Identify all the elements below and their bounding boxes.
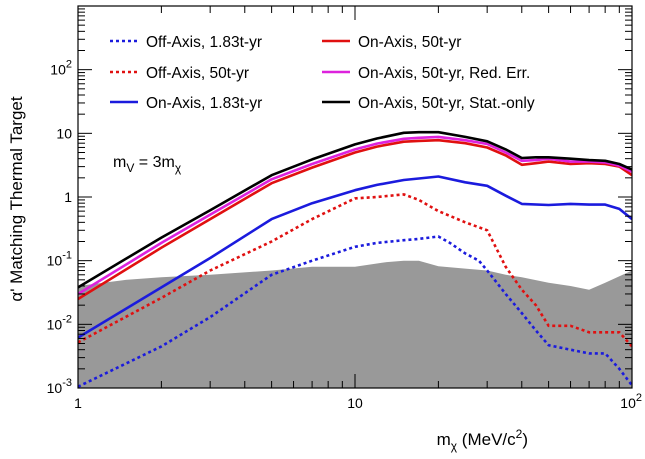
y-tick-label: 10	[56, 125, 72, 141]
legend-label-5: On-Axis, 50t-yr, Red. Err.	[358, 65, 530, 82]
legend-label-3: On-Axis, 1.83t-yr	[146, 95, 262, 112]
y-tick-label-base: 10	[47, 380, 63, 396]
plot-area	[78, 130, 632, 388]
series-line-1	[78, 235, 632, 388]
x-axis-title-close: )	[522, 430, 528, 449]
y-tick-label-exp: -3	[62, 377, 72, 389]
x-tick-label-base: 1	[74, 395, 82, 411]
plot-inner	[78, 130, 632, 388]
y-tick-label-exp: -1	[62, 250, 72, 262]
x-tick-label: 10	[347, 395, 363, 411]
annotation-sub2: χ	[175, 161, 182, 175]
x-axis-title-sub: χ	[451, 439, 458, 453]
y-tick-label: 10-2	[47, 313, 72, 332]
y-tick-label: 10-3	[47, 377, 72, 396]
x-axis-title-main: m	[437, 430, 451, 449]
x-tick-label: 1	[74, 395, 82, 411]
y-tick-label-base: 10	[50, 62, 66, 78]
annotation-mid: = 3m	[134, 154, 174, 171]
x-tick-label-base: 10	[620, 395, 636, 411]
annotation-sub1: V	[126, 161, 134, 175]
series-line-2	[78, 193, 632, 348]
excluded-region	[78, 260, 632, 388]
legend-label-1: Off-Axis, 1.83t-yr	[146, 34, 262, 51]
y-tick-label-base: 10	[47, 253, 63, 269]
y-tick-label: 10-1	[47, 250, 72, 269]
series-line-3	[78, 175, 632, 339]
series-line-5	[78, 135, 632, 296]
y-tick-label: 1	[64, 189, 72, 205]
y-tick-label: 102	[50, 59, 72, 78]
legend: Off-Axis, 1.83t-yr Off-Axis, 50t-yr On-Axi…	[110, 34, 535, 112]
series-line-4	[78, 138, 632, 301]
legend-label-6: On-Axis, 50t-yr, Stat.-only	[358, 95, 535, 112]
y-tick-label-base: 10	[56, 125, 72, 141]
annotation-main: m	[113, 154, 126, 171]
legend-label-2: Off-Axis, 50t-yr	[146, 65, 249, 82]
x-tick-label-exp: 2	[636, 392, 642, 404]
y-tick-label-base: 10	[47, 316, 63, 332]
x-tick-label-base: 10	[347, 395, 363, 411]
x-axis-title-sup: 2	[516, 427, 523, 441]
y-axis-title: α' Matching Thermal Target	[7, 96, 26, 301]
legend-label-4: On-Axis, 50t-yr	[358, 34, 461, 51]
y-tick-label-base: 1	[64, 189, 72, 205]
x-axis-title: mχ (MeV/c2)	[437, 427, 528, 453]
series-line-6	[78, 130, 632, 289]
x-axis-title-rest: (MeV/c	[457, 430, 516, 449]
y-tick-label-exp: 2	[66, 59, 72, 71]
x-tick-label: 102	[620, 392, 642, 411]
y-tick-label-exp: -2	[62, 313, 72, 325]
mass-ratio-annotation: mV = 3mχ	[113, 154, 182, 175]
